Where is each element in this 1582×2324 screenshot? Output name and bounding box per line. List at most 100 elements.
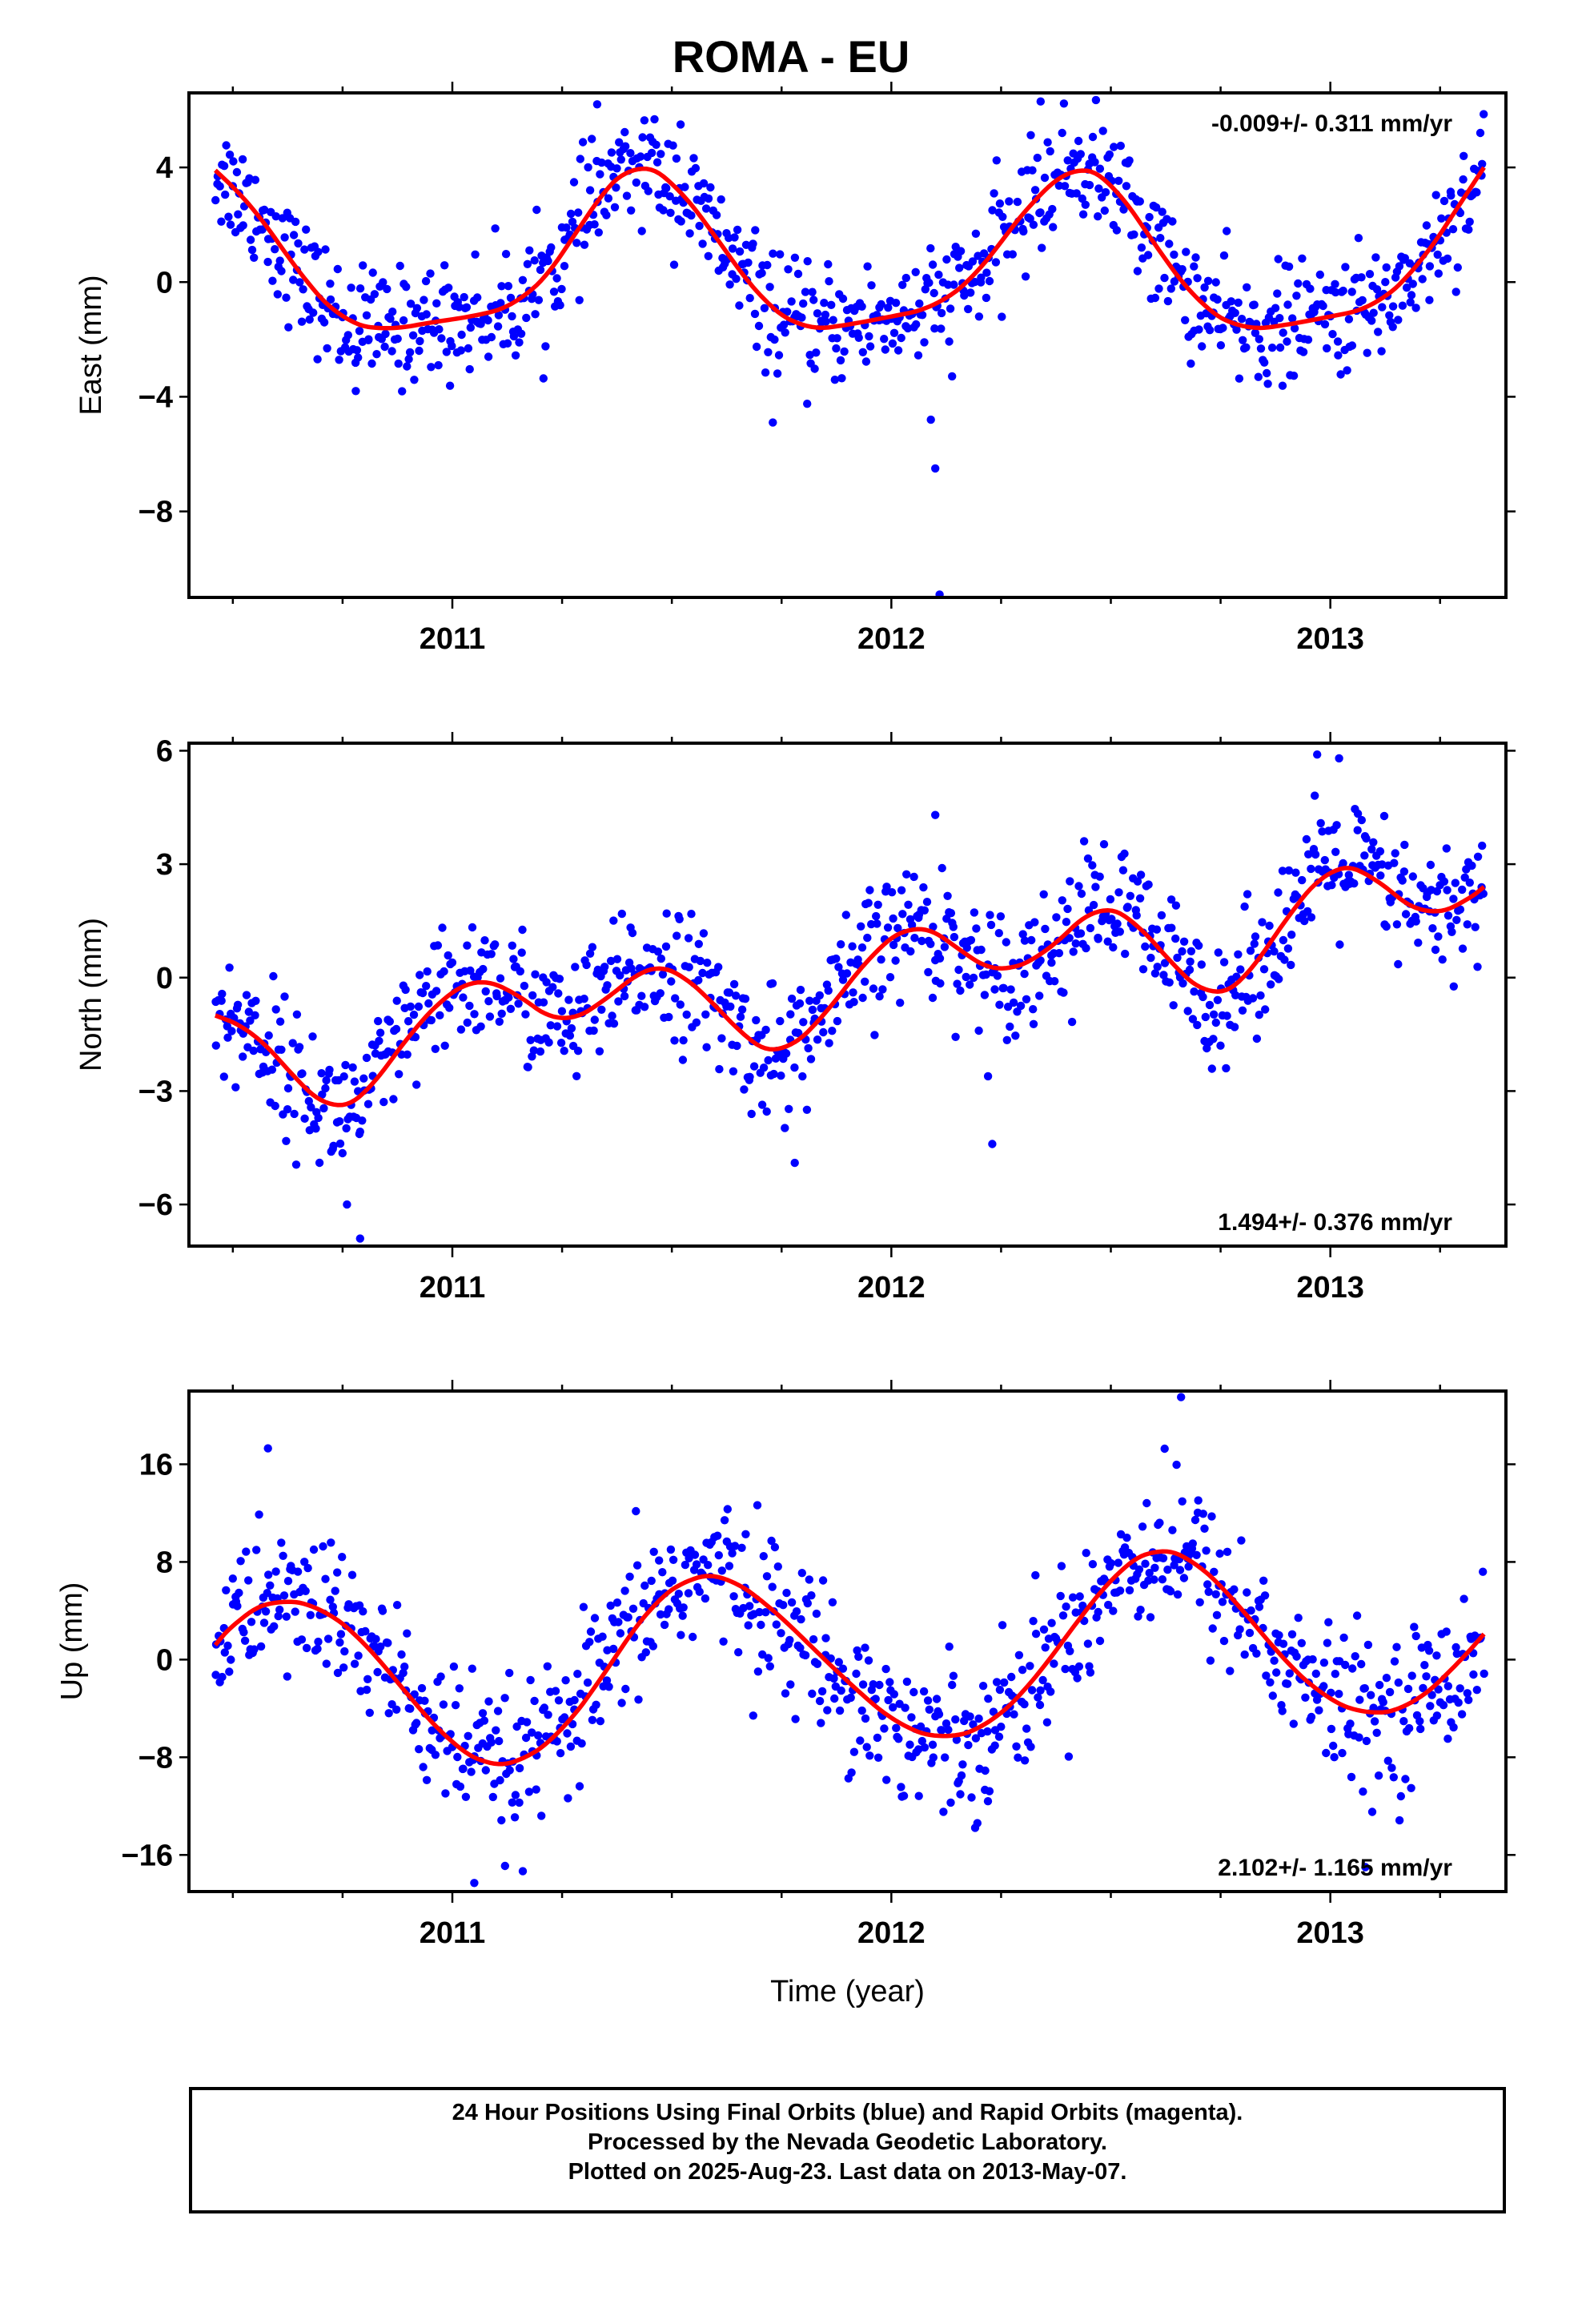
data-point xyxy=(300,245,309,254)
data-point xyxy=(1339,858,1347,868)
data-point xyxy=(251,175,260,184)
data-point xyxy=(1094,212,1102,221)
data-point xyxy=(1173,953,1182,963)
data-point xyxy=(539,998,548,1007)
data-point xyxy=(1100,206,1110,215)
data-point xyxy=(1443,886,1452,895)
data-point xyxy=(1320,320,1330,329)
data-point xyxy=(1088,132,1098,142)
data-point xyxy=(1094,184,1103,193)
data-point xyxy=(560,1047,568,1055)
data-point xyxy=(268,276,277,285)
data-point xyxy=(1425,296,1434,304)
data-point xyxy=(1160,959,1170,967)
data-point xyxy=(650,115,659,124)
data-point xyxy=(636,152,645,161)
data-point xyxy=(1203,276,1213,285)
data-point xyxy=(857,302,866,311)
data-point xyxy=(271,1101,279,1111)
data-point xyxy=(1313,750,1322,759)
data-point xyxy=(1267,980,1275,989)
data-point xyxy=(1363,348,1371,357)
data-point xyxy=(449,1662,459,1671)
data-point xyxy=(531,970,540,979)
data-point xyxy=(1390,858,1399,867)
data-point xyxy=(1006,1022,1014,1031)
data-point xyxy=(577,1739,586,1748)
data-point xyxy=(1261,1005,1270,1014)
data-point xyxy=(1385,1687,1395,1697)
data-point xyxy=(902,1677,912,1687)
data-point xyxy=(393,334,402,344)
data-point xyxy=(367,359,376,368)
data-point xyxy=(415,346,424,356)
data-point xyxy=(518,275,528,284)
y-tick-label: −8 xyxy=(139,496,173,529)
data-point xyxy=(1232,325,1241,334)
data-point xyxy=(1188,1015,1198,1023)
data-point xyxy=(1311,1669,1321,1679)
data-point xyxy=(1472,188,1481,197)
data-point xyxy=(832,954,841,963)
data-point xyxy=(790,253,800,262)
footer-line-2: Processed by the Nevada Geodetic Laborat… xyxy=(588,2129,1107,2155)
data-point xyxy=(728,1549,737,1558)
data-point xyxy=(609,916,618,925)
data-point xyxy=(974,1026,983,1035)
data-point xyxy=(255,1510,263,1519)
data-point xyxy=(540,1703,549,1712)
data-point xyxy=(1396,1791,1406,1801)
data-point xyxy=(603,981,612,990)
data-point xyxy=(220,1648,229,1657)
data-point xyxy=(706,183,715,192)
data-point xyxy=(1376,871,1385,880)
data-point xyxy=(606,1601,615,1610)
data-point xyxy=(956,247,966,255)
data-point xyxy=(371,1634,380,1643)
data-point xyxy=(561,1676,570,1685)
data-point xyxy=(1083,1639,1093,1648)
data-point xyxy=(813,309,822,318)
data-point xyxy=(1186,947,1196,955)
data-point xyxy=(323,1634,333,1643)
data-point xyxy=(1186,359,1195,368)
data-point xyxy=(665,1012,673,1022)
data-point xyxy=(1120,849,1129,858)
data-point xyxy=(1443,911,1453,920)
data-point xyxy=(298,1069,307,1078)
data-point xyxy=(1245,1628,1255,1638)
data-point xyxy=(597,1005,606,1014)
data-point xyxy=(543,1662,552,1671)
data-point xyxy=(690,1550,700,1559)
data-point xyxy=(266,1581,275,1590)
data-point xyxy=(729,979,739,989)
data-point xyxy=(1138,1522,1147,1531)
data-point xyxy=(745,294,754,303)
data-point xyxy=(291,217,300,227)
data-point xyxy=(717,195,725,204)
data-point xyxy=(463,1018,472,1027)
data-point xyxy=(1035,991,1044,1000)
data-point xyxy=(1372,285,1382,294)
data-point xyxy=(544,1038,553,1047)
data-point xyxy=(764,1055,773,1065)
data-point xyxy=(564,1794,572,1803)
data-point xyxy=(1335,1690,1343,1699)
data-point xyxy=(1026,1743,1035,1751)
data-point xyxy=(1066,1647,1074,1655)
data-point xyxy=(1209,1010,1219,1019)
data-point xyxy=(1203,1580,1212,1589)
data-point xyxy=(757,268,766,278)
data-point xyxy=(873,900,882,909)
data-point xyxy=(1362,1736,1371,1746)
data-point xyxy=(263,257,272,267)
data-point xyxy=(289,231,299,239)
data-point xyxy=(678,1611,687,1620)
data-point xyxy=(685,963,693,971)
data-point xyxy=(745,1602,754,1610)
data-point xyxy=(609,1644,618,1654)
data-point xyxy=(896,999,905,1007)
data-point xyxy=(1086,923,1095,933)
data-point xyxy=(1456,1684,1464,1693)
data-point xyxy=(1171,934,1180,943)
